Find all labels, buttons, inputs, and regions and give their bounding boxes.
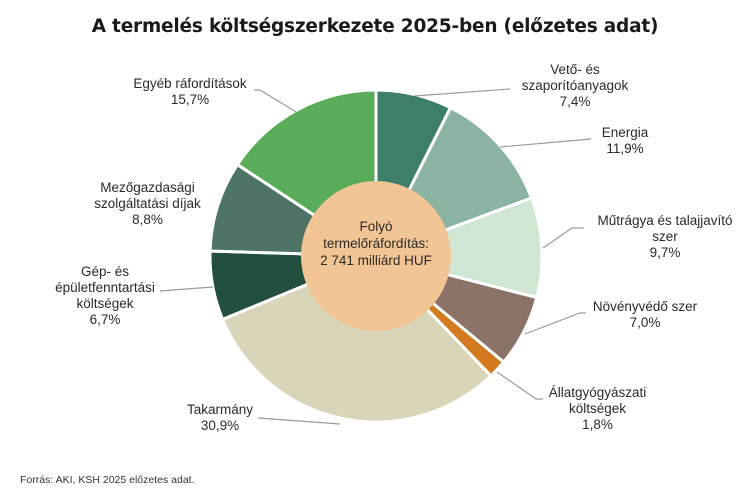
label-text: épületfenntartási bbox=[55, 280, 155, 295]
chart-title: A termelés költségszerkezete 2025-ben (e… bbox=[91, 16, 659, 37]
label-text: Egyéb ráfordítások bbox=[133, 76, 247, 91]
leader-line-energia bbox=[499, 138, 592, 148]
leader-line-egyeb bbox=[254, 89, 297, 113]
label-value: 1,8% bbox=[582, 417, 613, 432]
donut-slice bbox=[220, 254, 493, 424]
center-annotation: Folyó termelőráfordítás: 2 741 milliárd … bbox=[301, 218, 451, 269]
label-text: Energia bbox=[601, 125, 649, 140]
source-note: Forrás: AKI, KSH 2025 előzetes adat. bbox=[20, 474, 195, 486]
label-text: költségek bbox=[76, 296, 134, 311]
label-text: szolgáltatási díjak bbox=[94, 196, 201, 211]
label-mezogazd: Mezőgazdasági szolgáltatási díjak 8,8% bbox=[80, 180, 215, 228]
label-text: szer bbox=[652, 229, 678, 244]
label-text: Vető- és bbox=[550, 62, 600, 77]
label-value: 15,7% bbox=[170, 92, 210, 107]
label-mutragya: Műtrágya és talajjavító szer 9,7% bbox=[585, 213, 745, 261]
label-veto: Vető- és szaporítóanyagok 7,4% bbox=[500, 62, 650, 110]
label-text: Állatgyógyászati bbox=[548, 385, 647, 400]
leader-line-allatgyogy bbox=[496, 371, 543, 400]
label-value: 6,7% bbox=[89, 312, 121, 327]
label-novenyvedo: Növényvédő szer 7,0% bbox=[585, 299, 705, 331]
label-value: 30,9% bbox=[200, 418, 240, 433]
leader-line-takarmany bbox=[257, 417, 341, 425]
label-value: 7,4% bbox=[559, 94, 591, 109]
label-value: 9,7% bbox=[649, 245, 681, 260]
label-takarmany: Takarmány 30,9% bbox=[175, 402, 265, 434]
label-value: 7,0% bbox=[629, 315, 661, 330]
label-text: Műtrágya és talajjavító bbox=[597, 213, 733, 228]
center-line-2: termelőráfordítás: bbox=[323, 236, 429, 251]
label-text: Gép- és bbox=[80, 264, 130, 279]
leader-line-mutragya bbox=[542, 227, 584, 249]
label-value: 8,8% bbox=[132, 212, 163, 227]
center-line-1: Folyó bbox=[359, 219, 393, 234]
label-text: költségek bbox=[568, 401, 627, 416]
label-text: szaporítóanyagok bbox=[521, 78, 629, 93]
label-text: Takarmány bbox=[186, 402, 254, 417]
label-energia: Energia 11,9% bbox=[590, 125, 660, 157]
leader-line-veto bbox=[413, 88, 511, 97]
label-value: 11,9% bbox=[606, 141, 644, 156]
leader-line-novenyvedo bbox=[524, 312, 586, 335]
leader-lines bbox=[159, 88, 592, 425]
label-text: Mezőgazdasági bbox=[100, 180, 195, 195]
donut-slice bbox=[371, 196, 544, 300]
leader-line-gep bbox=[159, 286, 214, 292]
center-line-3: 2 741 milliárd HUF bbox=[320, 253, 432, 268]
label-text: Növényvédő szer bbox=[592, 299, 698, 314]
label-egyeb: Egyéb ráfordítások 15,7% bbox=[120, 76, 260, 108]
label-allatgyogy: Állatgyógyászati költségek 1,8% bbox=[540, 385, 655, 433]
label-gep: Gép- és épületfenntartási költségek 6,7% bbox=[45, 264, 165, 328]
center-circle bbox=[301, 181, 451, 331]
